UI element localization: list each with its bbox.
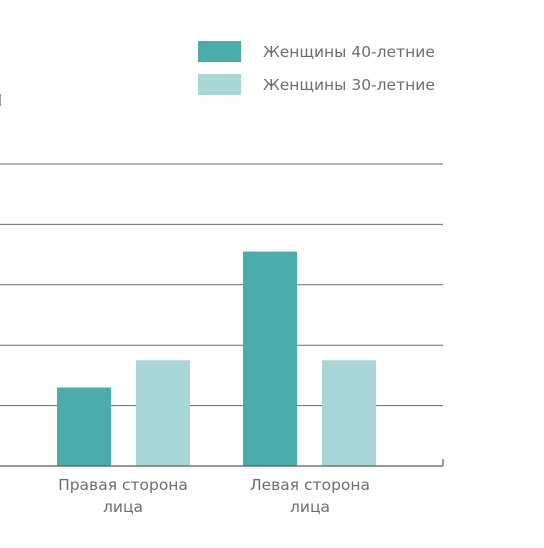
- bar-cat1-series0: [243, 251, 297, 466]
- legend-swatch-40: [198, 41, 241, 62]
- x-tick-label-left-side-line2: лица: [290, 498, 330, 516]
- x-tick-label-right-side-line2: лица: [103, 498, 143, 516]
- grid-lines: [0, 163, 443, 407]
- legend-swatch-30: [198, 74, 241, 95]
- x-axis-labels: Правая сторона лица Левая сторона лица: [58, 476, 370, 516]
- bar-cat0-series1: [136, 360, 190, 466]
- bar-cat0-series0: [57, 387, 111, 466]
- legend: Женщины 40-летние Женщины 30-летние: [198, 41, 435, 95]
- x-axis: [0, 459, 444, 467]
- legend-label-30: Женщины 30-летние: [263, 76, 435, 94]
- x-tick-label-left-side-line1: Левая сторона: [250, 476, 370, 494]
- bars: [57, 251, 376, 466]
- legend-label-40: Женщины 40-летние: [263, 43, 435, 61]
- x-tick-label-right-side-line1: Правая сторона: [58, 476, 188, 494]
- bar-cat1-series1: [322, 360, 376, 466]
